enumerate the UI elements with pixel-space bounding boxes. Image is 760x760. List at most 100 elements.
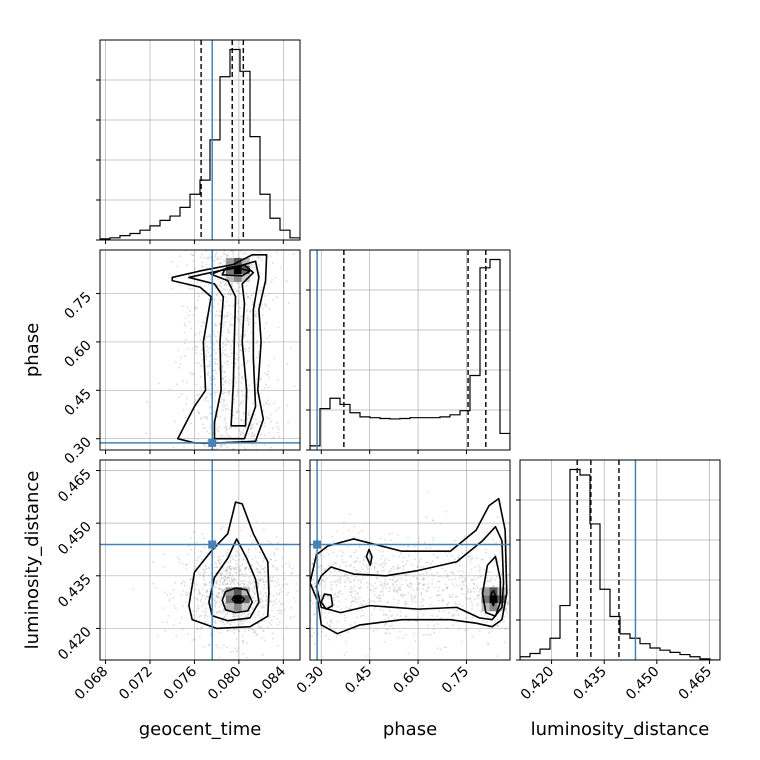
sample-point <box>220 558 223 561</box>
sample-point <box>227 340 230 342</box>
sample-point <box>201 423 204 426</box>
sample-point <box>402 565 405 567</box>
sample-point <box>397 599 400 602</box>
sample-point <box>272 565 275 568</box>
sample-point <box>322 574 325 577</box>
sample-point <box>201 594 204 597</box>
sample-point <box>350 585 352 588</box>
sample-point <box>353 579 356 582</box>
sample-point <box>204 598 207 600</box>
sample-point <box>240 418 243 420</box>
sample-point <box>263 568 265 571</box>
sample-point <box>240 314 243 317</box>
sample-point <box>204 257 206 259</box>
sample-point <box>420 605 423 608</box>
sample-point <box>205 610 208 613</box>
sample-point <box>330 583 333 586</box>
sample-point <box>251 627 254 630</box>
sample-point <box>338 591 341 593</box>
sample-point <box>387 616 390 619</box>
sample-point <box>404 563 407 566</box>
sample-point <box>225 583 228 586</box>
sample-point <box>193 305 196 308</box>
sample-point <box>396 613 399 616</box>
sample-point <box>215 594 218 597</box>
sample-point <box>240 623 243 625</box>
sample-point <box>367 601 370 604</box>
sample-point <box>240 444 243 447</box>
sample-point <box>474 598 476 600</box>
sample-point <box>437 590 440 593</box>
sample-point <box>244 579 247 582</box>
sample-point <box>326 621 329 624</box>
sample-point <box>248 384 251 387</box>
sample-point <box>416 566 419 569</box>
sample-point <box>411 600 414 603</box>
sample-point <box>353 561 356 564</box>
sample-point <box>312 613 315 616</box>
sample-point <box>197 438 199 440</box>
sample-point <box>201 349 204 352</box>
sample-point <box>343 521 345 524</box>
sample-point <box>197 362 200 365</box>
sample-point <box>222 402 225 405</box>
sample-point <box>248 581 251 584</box>
sample-point <box>233 615 236 618</box>
sample-point <box>257 585 259 588</box>
sample-point <box>237 623 240 626</box>
sample-point <box>183 445 186 448</box>
sample-point <box>377 594 380 596</box>
sample-point <box>257 303 260 306</box>
sample-point <box>199 330 201 333</box>
sample-point <box>186 347 189 350</box>
sample-point <box>380 600 383 603</box>
sample-point <box>271 564 274 567</box>
sample-point <box>344 575 347 578</box>
sample-point <box>311 562 314 565</box>
sample-point <box>432 539 435 542</box>
sample-point <box>373 601 376 604</box>
sample-point <box>337 595 340 598</box>
sample-point <box>240 619 243 622</box>
sample-point <box>250 564 253 567</box>
sample-point <box>219 631 222 634</box>
sample-point <box>216 556 219 559</box>
sample-point <box>221 280 224 283</box>
sample-point <box>469 560 472 563</box>
sample-point <box>222 555 225 557</box>
sample-point <box>339 565 342 568</box>
sample-point <box>245 572 247 575</box>
sample-point <box>349 624 352 627</box>
sample-point <box>409 583 412 585</box>
sample-point <box>200 416 202 419</box>
sample-point <box>252 266 254 269</box>
sample-point <box>287 591 290 594</box>
sample-point <box>384 561 387 564</box>
sample-point <box>349 591 351 593</box>
sample-point <box>204 607 207 610</box>
sample-point <box>451 571 454 573</box>
truth-marker <box>208 540 217 549</box>
sample-point <box>494 578 496 581</box>
density-cell <box>241 258 250 266</box>
sample-point <box>154 586 157 589</box>
sample-point <box>168 388 171 391</box>
sample-point <box>384 613 387 616</box>
sample-point <box>277 326 280 329</box>
sample-point <box>244 567 247 569</box>
sample-point <box>353 551 356 554</box>
sample-point <box>251 541 253 544</box>
sample-point <box>255 392 258 395</box>
sample-point <box>219 620 222 623</box>
sample-point <box>381 570 384 573</box>
sample-point <box>260 597 263 600</box>
sample-point <box>271 632 274 635</box>
sample-point <box>247 551 250 554</box>
sample-point <box>237 356 240 359</box>
sample-point <box>379 608 381 611</box>
sample-point <box>263 425 266 428</box>
sample-point <box>419 609 422 612</box>
sample-point <box>385 632 388 634</box>
sample-point <box>362 614 365 617</box>
sample-point <box>209 256 212 259</box>
